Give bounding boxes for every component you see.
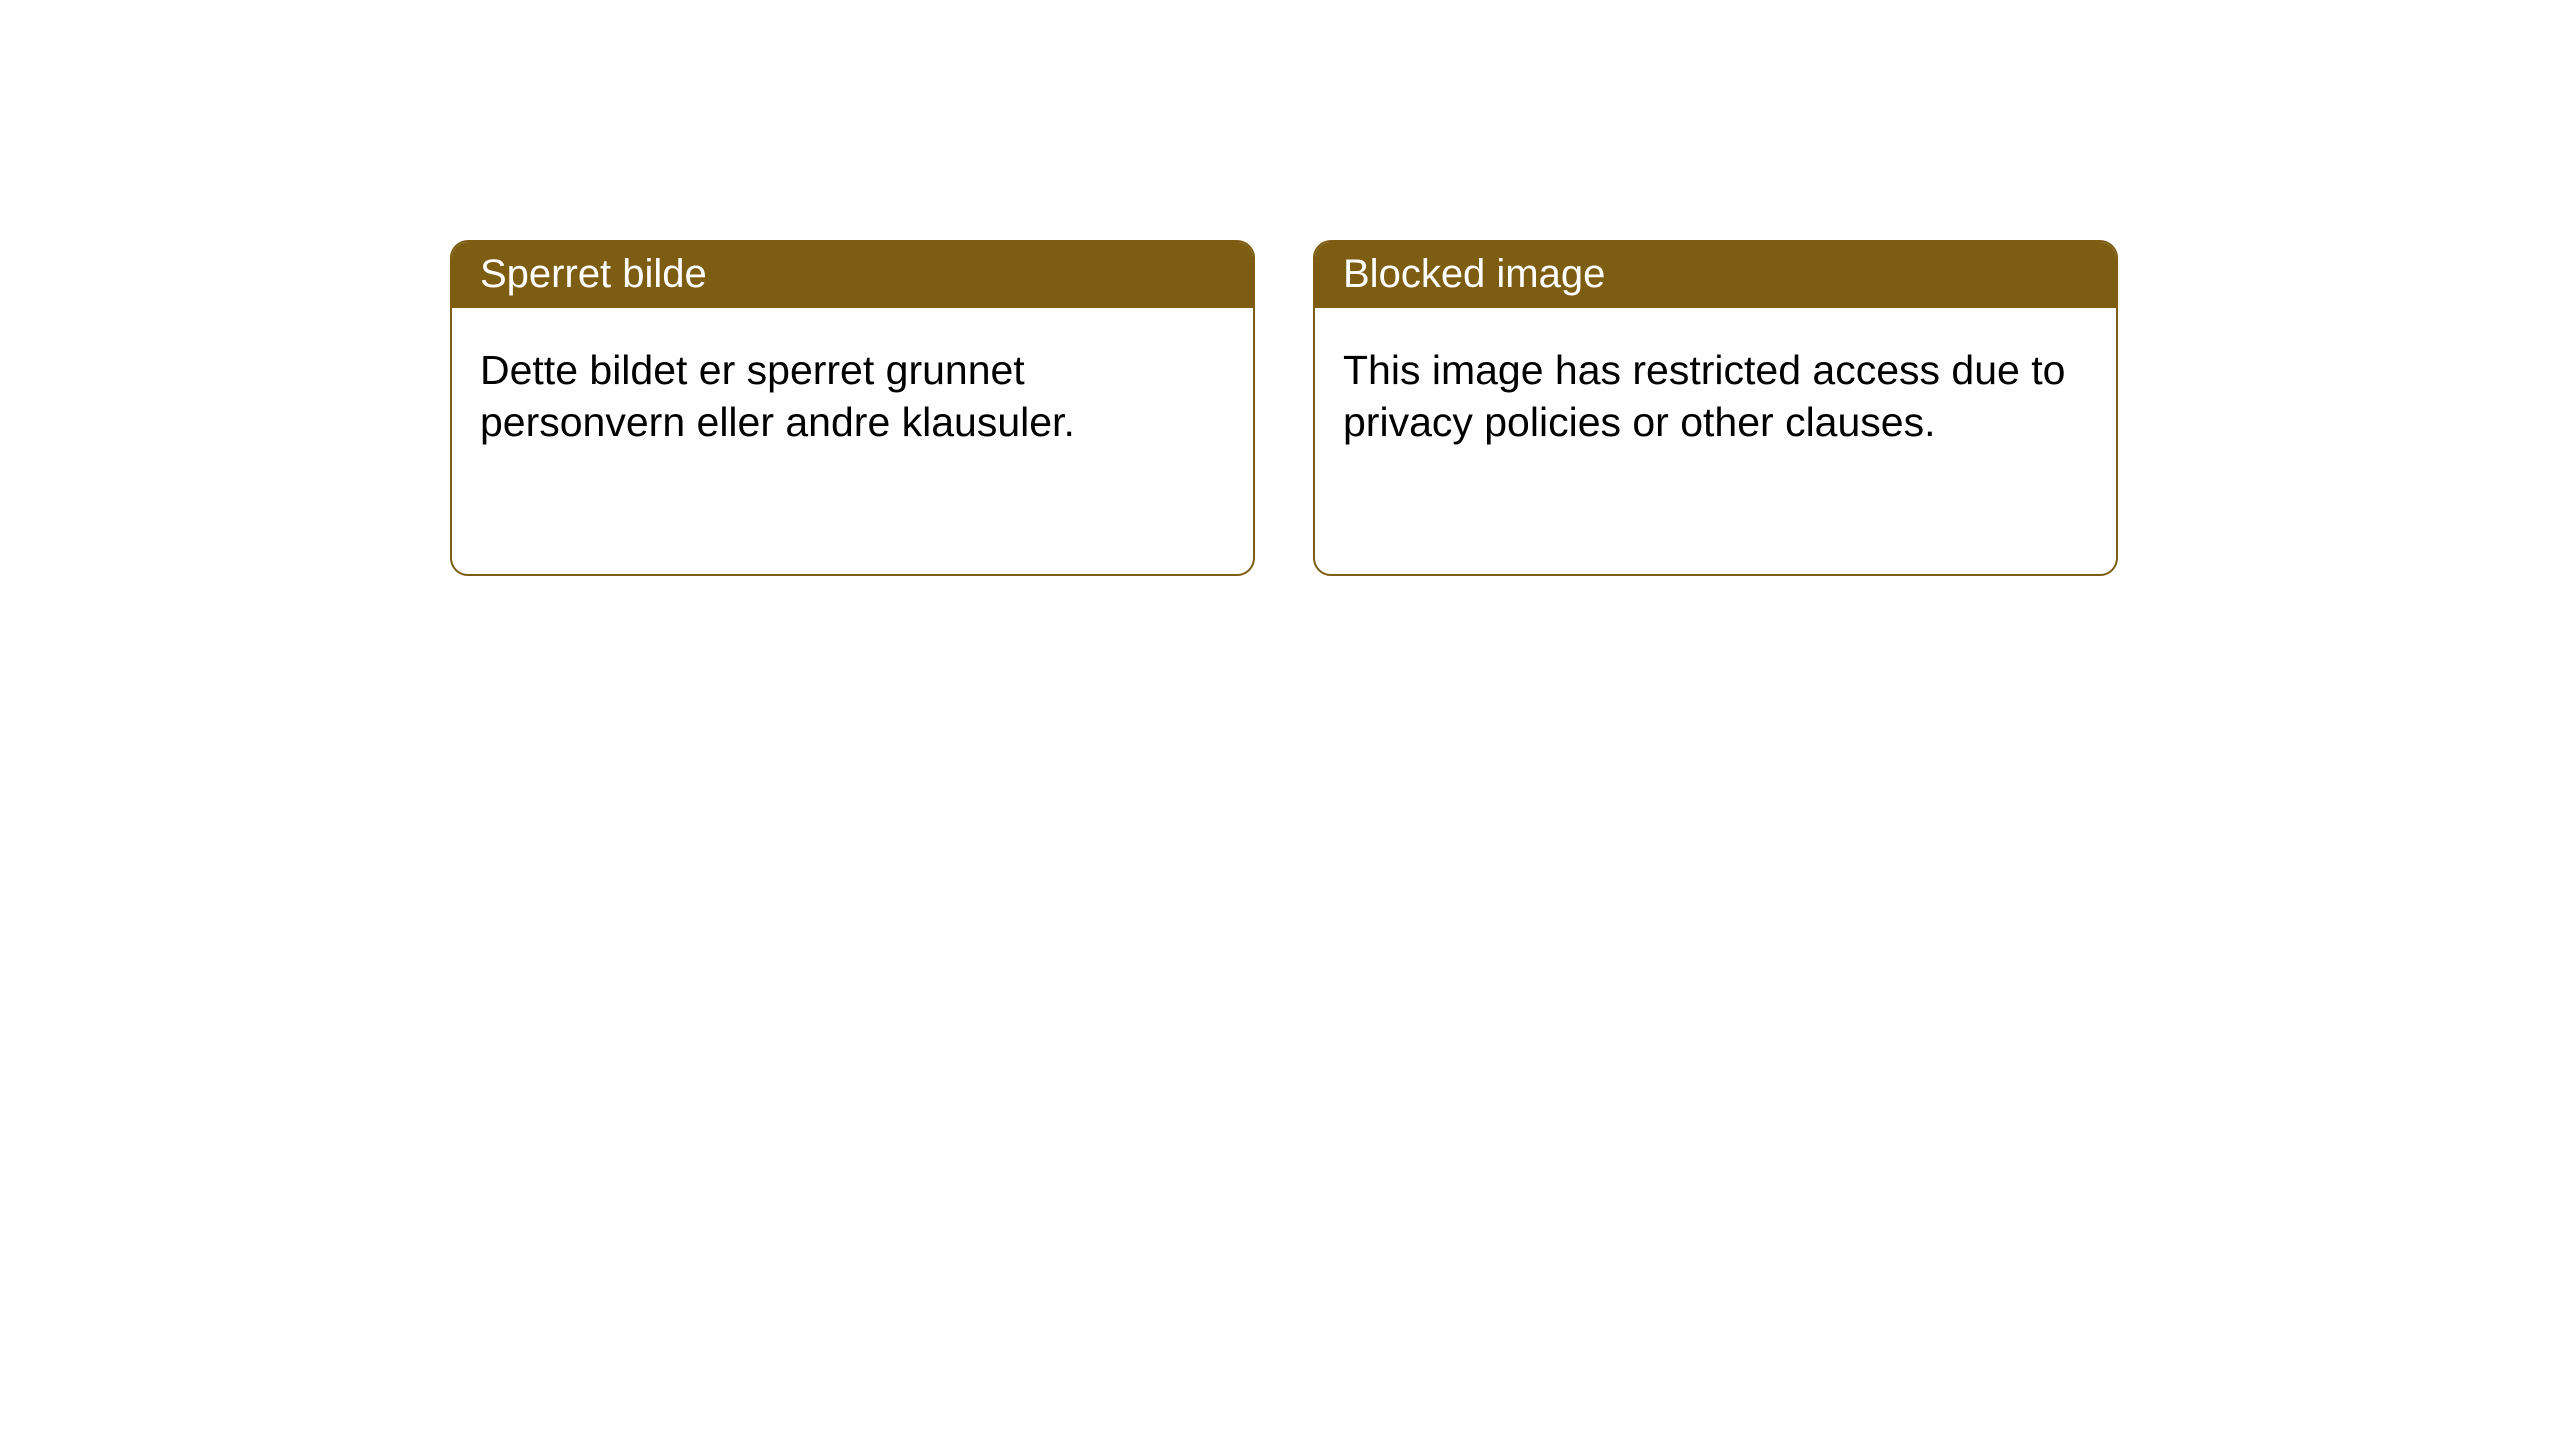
notice-body: Dette bildet er sperret grunnet personve… xyxy=(452,308,1253,477)
notice-container: Sperret bilde Dette bildet er sperret gr… xyxy=(0,0,2560,576)
notice-header: Sperret bilde xyxy=(452,242,1253,308)
notice-header: Blocked image xyxy=(1315,242,2116,308)
notice-card-english: Blocked image This image has restricted … xyxy=(1313,240,2118,576)
notice-body: This image has restricted access due to … xyxy=(1315,308,2116,477)
notice-card-norwegian: Sperret bilde Dette bildet er sperret gr… xyxy=(450,240,1255,576)
